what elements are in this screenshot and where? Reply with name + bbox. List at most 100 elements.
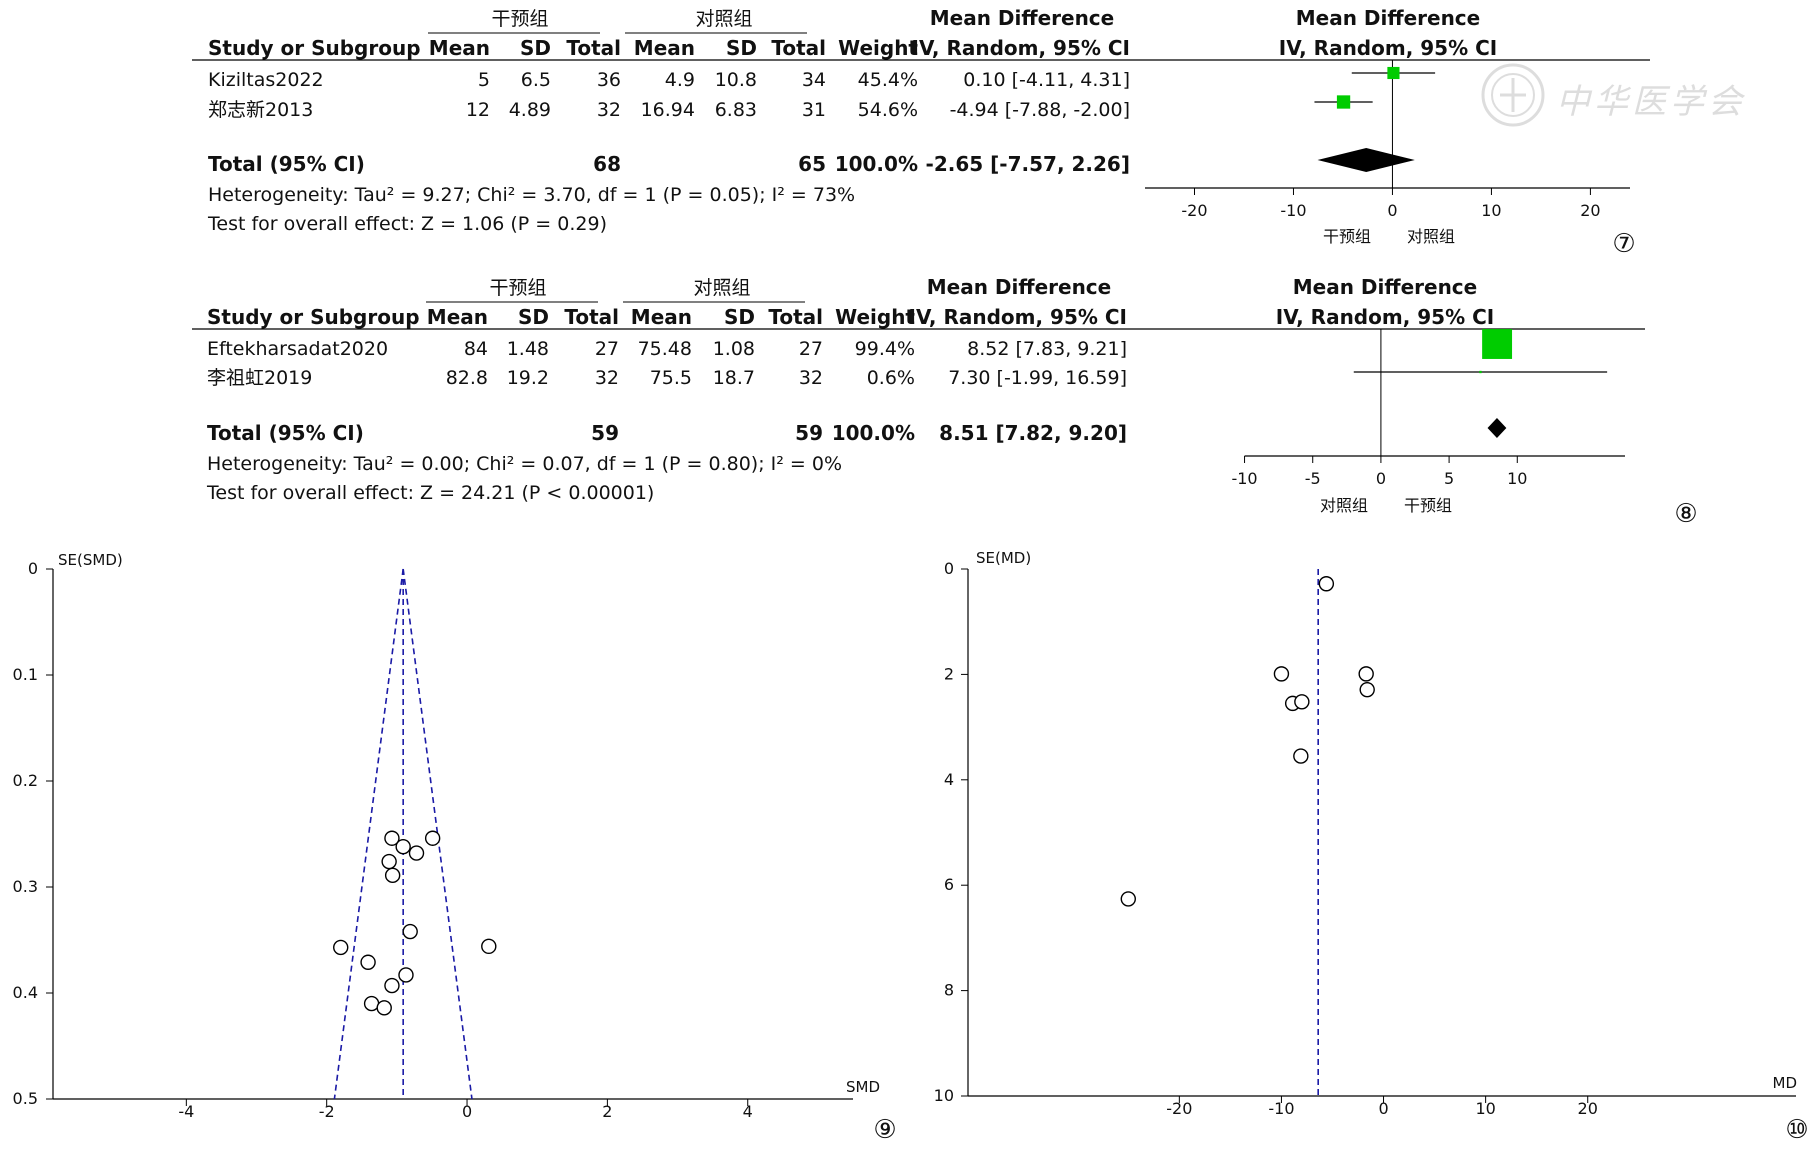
total-2: 31 [802,99,826,121]
col-ci: IV, Random, 95% CI [909,305,1127,329]
x-tick-label: 20 [1580,201,1600,220]
total-weight: 100.0% [832,421,915,445]
x-tick-label: -10 [1231,469,1257,488]
total-1: 32 [595,367,619,389]
panel-number: ⑨ [873,1115,896,1145]
x-tick-label: 2 [602,1102,612,1121]
total-1: 68 [593,152,621,176]
study-point [384,867,401,884]
study-row: 李祖虹2019 82.8 19.2 32 75.5 18.7 32 0.6% 7… [207,367,1127,389]
y-tick-label: 6 [944,875,954,894]
study-point [333,939,349,956]
total-1: 59 [591,421,619,445]
total-2: 34 [802,69,826,91]
y-tick-label: 0 [944,559,954,578]
mean-1: 82.8 [446,367,488,389]
forest-plot: -20 -10 0 10 20 [1145,60,1630,220]
study-point [1293,748,1309,764]
mean-1: 5 [478,69,490,91]
group-header-control: 对照组 [695,8,752,30]
funnel-panel-10: 0 2 4 6 8 10 -20 -10 0 10 20 SE(MD) MD ⑩ [934,549,1809,1145]
heterogeneity-text: Heterogeneity: Tau² = 0.00; Chi² = 0.07,… [207,453,842,475]
y-tick-label: 0.1 [13,665,38,684]
study-point [363,995,380,1012]
study-point [1294,694,1310,710]
x-tick-label: 0 [1376,469,1386,488]
study-point [424,830,441,846]
x-axis-label: SMD [846,1078,880,1096]
plot-column-subheader: IV, Random, 95% CI [1276,305,1494,329]
y-tick-label: 4 [944,770,954,789]
study-point [360,954,376,970]
study-point [1273,666,1290,682]
col-sd-1: SD [520,36,551,60]
mean-2: 16.94 [641,99,695,121]
watermark-text: 中华医学会 [1556,82,1746,122]
study-point [384,977,400,994]
y-tick-label: 0.2 [13,771,38,790]
overall-effect-text: Test for overall effect: Z = 1.06 (P = 0… [207,213,607,235]
mean-2: 75.48 [638,338,692,360]
y-tick-label: 8 [944,981,954,1000]
total-2: 65 [798,152,826,176]
plot-column-header: Mean Difference [1293,275,1477,299]
study-point [398,967,414,983]
group-header-control: 对照组 [693,277,750,299]
confidence-limit-left [333,568,404,1100]
plot-column-header: Mean Difference [1296,6,1480,30]
effect-box [1482,329,1513,359]
col-ci: IV, Random, 95% CI [912,36,1130,60]
col-study: Study or Subgroup [207,305,420,329]
total-label: Total (95% CI) [208,152,365,176]
group-header-intervention: 干预组 [491,8,548,30]
panel-number: ⑧ [1674,499,1697,529]
total-label: Total (95% CI) [207,421,364,445]
col-mean-2: Mean [631,305,692,329]
mean-1: 84 [464,338,488,360]
study-point [395,839,411,855]
x-tick-label: -5 [1305,469,1321,488]
total-row: Total (95% CI) 68 65 100.0% -2.65 [-7.57… [208,152,1130,176]
x-tick-label: -10 [1268,1099,1294,1118]
heterogeneity-text: Heterogeneity: Tau² = 9.27; Chi² = 3.70,… [208,184,855,206]
publisher-seal-icon [1481,63,1545,127]
panel-number: ⑩ [1785,1115,1808,1145]
forest-panel-7: 干预组 对照组 Mean Difference Mean Difference … [192,6,1650,259]
study-name: 郑志新2013 [208,99,313,121]
x-tick-label: -4 [178,1102,194,1121]
y-tick-label: 0.4 [13,983,38,1002]
sd-2: 18.7 [713,367,755,389]
ci-text: 8.52 [7.83, 9.21] [967,338,1127,360]
total-2: 27 [799,338,823,360]
study-point [402,923,418,940]
funnel-plot: 0 2 4 6 8 10 -20 -10 0 10 20 [934,559,1796,1118]
weight: 54.6% [858,99,918,121]
total-weight: 100.0% [835,152,918,176]
overall-effect-text: Test for overall effect: Z = 24.21 (P < … [206,482,654,504]
panel-number: ⑦ [1612,229,1635,259]
favours-left-label: 对照组 [1320,496,1368,515]
y-axis-label: SE(SMD) [58,551,123,569]
col-total-2: Total [768,305,823,329]
x-tick-label: 10 [1481,201,1501,220]
col-mean-2: Mean [634,36,695,60]
effect-box [1336,95,1351,109]
col-sd-1: SD [518,305,549,329]
x-tick-label: -20 [1181,201,1207,220]
total-row: Total (95% CI) 59 59 100.0% 8.51 [7.82, … [207,421,1127,445]
study-point [376,1000,392,1016]
ci-text: 0.10 [-4.11, 4.31] [963,69,1130,91]
ci-text: -4.94 [-7.88, -2.00] [950,99,1130,121]
study-point [481,938,497,955]
study-row: Kiziltas2022 5 6.5 36 4.9 10.8 34 45.4% … [208,69,1130,91]
favours-right-label: 干预组 [1404,496,1452,515]
funnel-plot: 0 0.1 0.2 0.3 0.4 0.5 -4 -2 0 2 4 [13,559,853,1121]
total-ci-text: -2.65 [-7.57, 2.26] [926,152,1130,176]
col-total-1: Total [564,305,619,329]
x-tick-label: 0 [1387,201,1397,220]
funnel-panel-9: 0 0.1 0.2 0.3 0.4 0.5 -4 -2 0 2 4 SE(SMD) SMD ⑨ [13,551,897,1145]
effect-box [1387,66,1400,80]
sd-2: 10.8 [715,69,757,91]
study-point [381,853,397,870]
mean-2: 4.9 [665,69,695,91]
